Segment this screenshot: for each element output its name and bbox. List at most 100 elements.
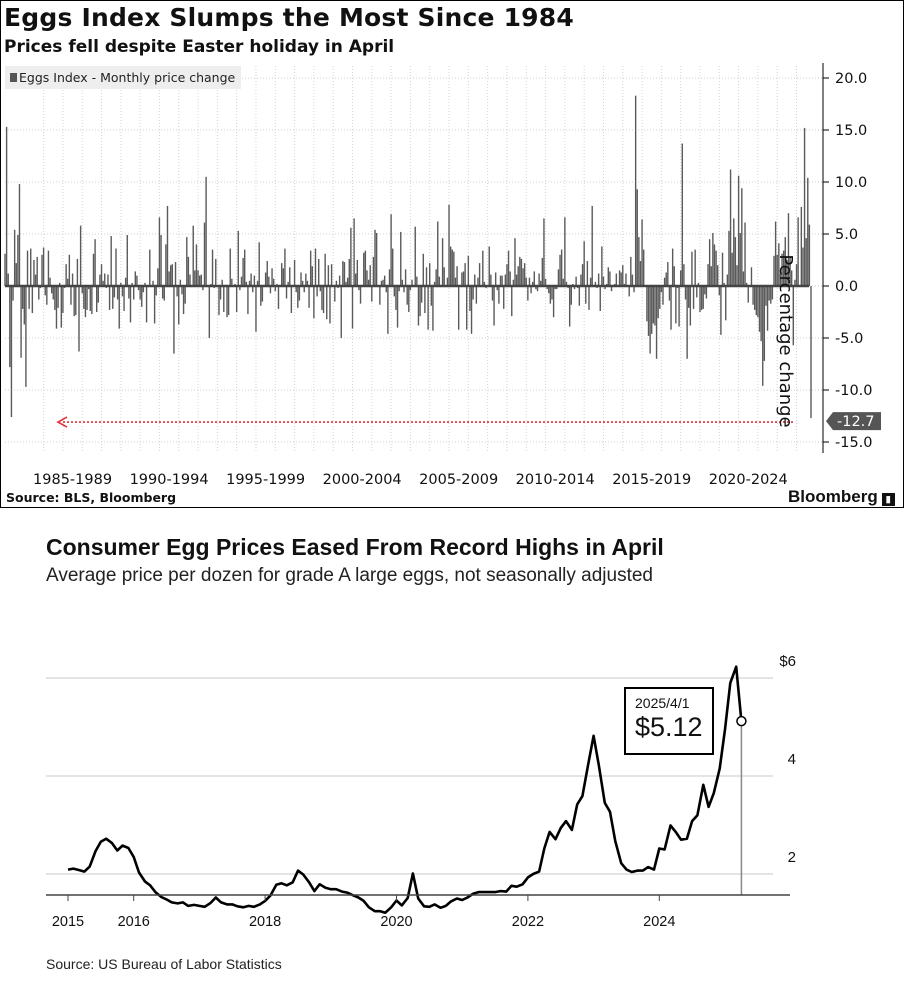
bar: [782, 250, 785, 286]
bar: [353, 218, 355, 286]
bar: [330, 264, 333, 286]
bar: [726, 274, 729, 286]
legend: Eggs Index - Monthly price change: [5, 66, 242, 89]
bar: [430, 286, 433, 306]
bar: [546, 286, 548, 290]
y-tick-label: -10.0: [835, 383, 873, 399]
bar: [227, 286, 230, 316]
source-note: Source: BLS, Bloomberg: [6, 490, 177, 505]
bar: [578, 286, 581, 306]
bar: [712, 232, 714, 286]
bar: [318, 258, 320, 286]
bar: [586, 261, 589, 286]
bar: [215, 258, 217, 286]
bar: [124, 277, 127, 286]
bar: [293, 260, 296, 286]
bar: [705, 286, 708, 299]
bar: [662, 286, 664, 305]
bar: [639, 261, 642, 286]
bar: [60, 286, 63, 328]
bar: [470, 286, 473, 334]
bar: [742, 271, 745, 286]
comparison-arrow-head: [56, 416, 68, 428]
bar: [153, 286, 156, 324]
bar: [89, 286, 91, 311]
x-tick-label: 2015-2019: [612, 472, 691, 488]
bar: [70, 286, 72, 305]
bar: [327, 265, 330, 286]
bar: [729, 169, 732, 286]
bar: [30, 248, 32, 286]
bar: [359, 286, 362, 304]
bar: [49, 277, 51, 286]
bar: [515, 274, 518, 286]
bar: [454, 277, 457, 286]
bar: [166, 205, 169, 286]
bar: [494, 272, 497, 286]
bar: [453, 251, 455, 286]
bar: [702, 286, 704, 309]
bar: [57, 286, 59, 308]
bar: [659, 286, 661, 309]
bar: [18, 184, 21, 286]
bar: [429, 263, 431, 286]
bar: [498, 286, 500, 304]
bar: [633, 286, 635, 293]
bar: [334, 286, 336, 302]
bar: [770, 286, 772, 304]
bar: [313, 286, 315, 319]
bar: [467, 255, 470, 286]
bar: [667, 262, 669, 286]
bar: [557, 269, 560, 286]
bar: [744, 222, 746, 286]
bar: [100, 264, 103, 286]
bar: [597, 273, 600, 286]
bar: [248, 280, 251, 286]
bar: [594, 281, 597, 286]
bar: [245, 281, 248, 286]
bar: [549, 286, 552, 304]
bar: [683, 264, 685, 286]
bar: [525, 277, 527, 286]
bar: [163, 286, 165, 301]
bar: [762, 286, 764, 386]
bar: [634, 95, 637, 287]
bar: [398, 286, 400, 292]
bar: [46, 286, 48, 305]
bar: [25, 286, 27, 387]
bar: [789, 256, 791, 286]
bar: [181, 286, 183, 295]
bar: [195, 244, 198, 286]
bar: [247, 286, 249, 315]
bar: [326, 286, 328, 320]
bar: [92, 253, 95, 286]
bar: [765, 286, 767, 306]
bar: [541, 257, 544, 286]
bar: [802, 247, 804, 286]
bar: [790, 270, 793, 286]
bar: [141, 286, 143, 307]
chart-title: Eggs Index Slumps the Most Since 1984: [4, 3, 574, 32]
bar: [200, 274, 202, 286]
bar: [575, 276, 577, 286]
bar: [668, 286, 671, 301]
bar: [641, 219, 643, 286]
bar: [367, 279, 370, 286]
bar: [673, 266, 675, 286]
bar: [266, 261, 268, 286]
bar: [250, 273, 252, 286]
bar: [269, 286, 272, 294]
bar: [110, 236, 112, 286]
callout-value: $5.12: [635, 712, 703, 742]
bar: [707, 264, 709, 286]
bar: [108, 286, 111, 310]
bar: [684, 286, 687, 300]
latest-value-marker: [826, 412, 881, 431]
bar: [42, 247, 45, 286]
bar: [308, 286, 310, 308]
bar: [622, 265, 624, 286]
bar: [797, 217, 799, 286]
bar: [289, 267, 291, 286]
bar: [716, 265, 719, 286]
bar: [86, 286, 88, 310]
